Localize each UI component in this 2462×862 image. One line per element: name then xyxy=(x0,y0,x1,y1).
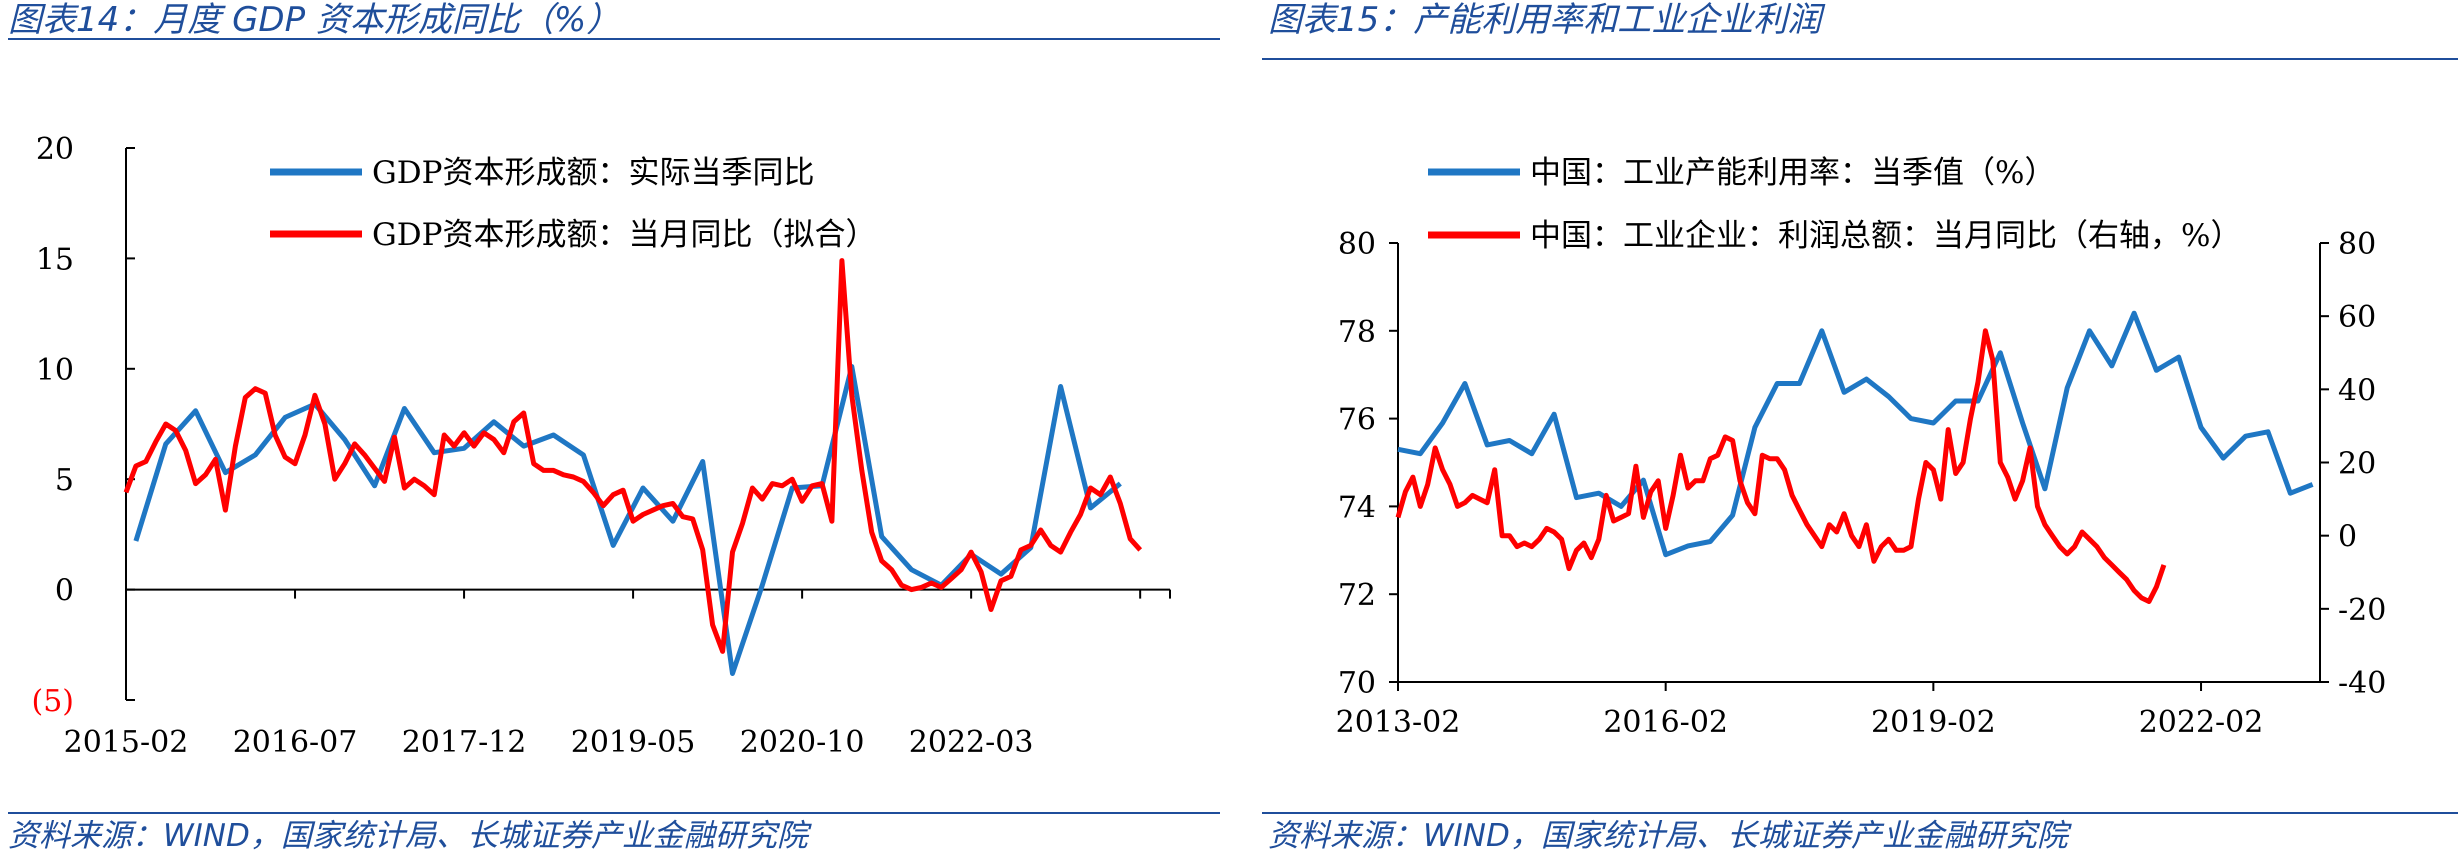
right-left-y-tick-label: 76 xyxy=(1338,403,1376,438)
right-left-y-tick-label: 74 xyxy=(1338,490,1376,525)
right-x-tick-label: 2022-02 xyxy=(2139,705,2264,740)
right-legend: 中国：工业产能利用率：当季值（%） 中国：工业企业：利润总额：当月同比（右轴，%） xyxy=(1428,155,2241,254)
left-series-line-capital-formation-monthly xyxy=(123,258,1143,654)
right-chart: 70 72 74 76 78 80 -40 -20 0 20 40 60 80 2013-02 2016-0… xyxy=(1336,155,2387,740)
left-series xyxy=(123,258,1143,676)
left-x-tick-label: 2020-10 xyxy=(740,725,865,760)
right-right-y-tick-label: 40 xyxy=(2338,373,2376,408)
left-panel-title: 图表14：月度 GDP 资本形成同比（%） xyxy=(8,0,621,40)
right-right-y-tick-label: -20 xyxy=(2338,593,2386,628)
right-right-y-tick-label: 20 xyxy=(2338,447,2376,482)
left-x-tick-label: 2017-12 xyxy=(402,725,527,760)
left-x-tick-label: 2019-05 xyxy=(571,725,696,760)
left-series-line-capital-formation-quarterly xyxy=(133,364,1122,676)
left-legend: GDP资本形成额：实际当季同比 GDP资本形成额：当月同比（拟合） xyxy=(270,155,876,253)
left-source-note: 资料来源：WIND，国家统计局、长城证券产业金融研究院 xyxy=(8,818,808,854)
left-x-tick-label: 2015-02 xyxy=(64,725,189,760)
right-legend-label: 中国：工业企业：利润总额：当月同比（右轴，%） xyxy=(1530,218,2241,254)
right-right-y-tick-label: 0 xyxy=(2338,520,2357,555)
right-left-y-tick-label: 72 xyxy=(1338,578,1376,613)
right-panel-title: 图表15：产能利用率和工业企业利润 xyxy=(1268,0,1822,40)
right-x-tick-label: 2013-02 xyxy=(1336,705,1461,740)
left-title-rule xyxy=(8,38,1220,40)
left-legend-label: GDP资本形成额：当月同比（拟合） xyxy=(372,217,876,253)
left-source-rule xyxy=(8,812,1220,814)
right-left-y-tick-label: 80 xyxy=(1338,227,1376,262)
right-x-tick-label: 2019-02 xyxy=(1871,705,1996,740)
left-x-tick-label: 2022-03 xyxy=(909,725,1034,760)
right-axes: 70 72 74 76 78 80 -40 -20 0 20 40 60 80 2013-02 2016-0… xyxy=(1336,227,2387,740)
right-series-line-capacity-utilization xyxy=(1397,310,2314,558)
right-left-y-tick-label: 78 xyxy=(1338,315,1376,350)
left-y-tick-label: 0 xyxy=(55,574,74,609)
left-y-tick-label: 15 xyxy=(36,242,74,277)
left-x-tick-label: 2016-07 xyxy=(233,725,358,760)
right-left-y-tick-label: 70 xyxy=(1338,666,1376,701)
left-y-tick-label: 5 xyxy=(55,463,74,498)
left-y-tick-label: 10 xyxy=(36,353,74,388)
right-series-line-industrial-profit xyxy=(1395,328,2167,604)
left-y-tick-label: 20 xyxy=(36,132,74,167)
left-y-tick-label: (5) xyxy=(32,684,75,719)
right-x-tick-label: 2016-02 xyxy=(1603,705,1728,740)
right-legend-label: 中国：工业产能利用率：当季值（%） xyxy=(1530,155,2055,191)
right-right-y-tick-label: 80 xyxy=(2338,227,2376,262)
right-title-rule xyxy=(1262,58,2458,60)
right-source-note: 资料来源：WIND，国家统计局、长城证券产业金融研究院 xyxy=(1268,818,2068,854)
right-series xyxy=(1395,310,2314,604)
right-right-y-tick-label: -40 xyxy=(2338,666,2386,701)
left-legend-label: GDP资本形成额：实际当季同比 xyxy=(372,155,814,191)
right-source-rule xyxy=(1262,812,2458,814)
right-right-y-tick-label: 60 xyxy=(2338,300,2376,335)
left-chart: (5) 0 5 10 15 20 2015-02 2016-07 2017-12 2019-05 2… xyxy=(32,132,1171,760)
